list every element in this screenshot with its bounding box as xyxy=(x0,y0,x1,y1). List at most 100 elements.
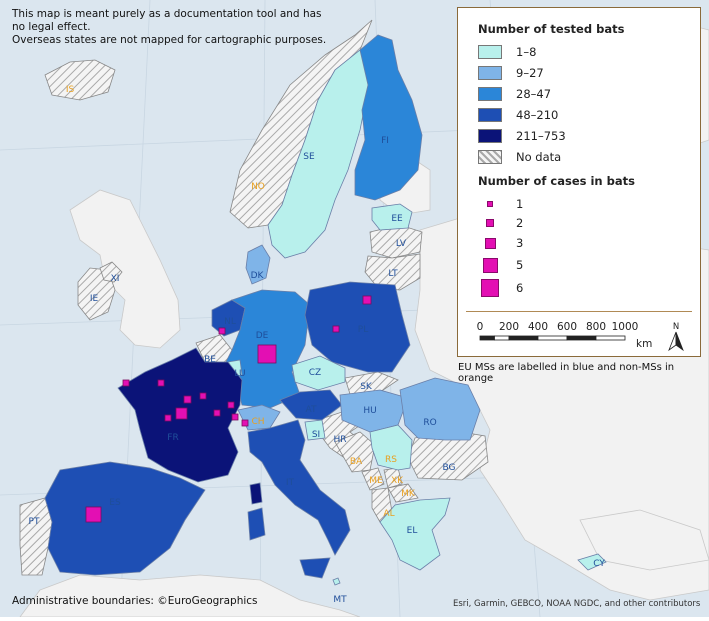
legend-swatch xyxy=(478,66,502,80)
label-MK: MK xyxy=(401,489,416,499)
label-XK: XK xyxy=(391,476,404,486)
legend-swatch xyxy=(478,129,502,143)
country-XI xyxy=(99,261,123,283)
label-MT: MT xyxy=(333,595,347,605)
label-IE: IE xyxy=(90,294,99,304)
country-ME xyxy=(361,467,385,491)
country-FI xyxy=(354,34,423,201)
legend-tested-class-1: 1–8 xyxy=(478,45,536,59)
label-IS: IS xyxy=(66,85,75,95)
label-EE: EE xyxy=(391,214,403,224)
legend-tested-class-2: 9–27 xyxy=(478,66,544,80)
disclaimer-line-2: no legal effect. xyxy=(12,21,91,33)
case-marker-FR xyxy=(231,413,239,421)
case-marker-FR xyxy=(227,401,235,409)
legend-marker-wrap xyxy=(478,237,502,249)
disclaimer-line-3: Overseas states are not mapped for carto… xyxy=(12,34,327,46)
label-SI: SI xyxy=(312,430,320,440)
label-RO: RO xyxy=(423,418,436,428)
north-label: N xyxy=(673,322,679,332)
case-marker-FR xyxy=(199,392,207,400)
country-IT-sardinia xyxy=(247,507,266,541)
country-RS xyxy=(369,424,413,471)
case-marker-PL xyxy=(332,325,340,333)
boundaries-credit: Administrative boundaries: ©EuroGeograph… xyxy=(12,595,258,607)
legend-marker-wrap xyxy=(478,201,502,207)
label-BG: BG xyxy=(443,463,456,473)
legend-cases-class-2: 2 xyxy=(478,216,523,230)
legend-swatch-hatched xyxy=(478,150,502,164)
legend-swatch xyxy=(478,45,502,59)
country-EL xyxy=(379,497,451,571)
legend-tested-class-3: 28–47 xyxy=(478,87,551,101)
label-CY: CY xyxy=(593,559,605,569)
legend-cases-class-1: 1 xyxy=(478,197,523,211)
label-LU: LU xyxy=(234,369,245,379)
legend-case-marker xyxy=(486,219,494,227)
legend-case-marker xyxy=(487,201,493,207)
legend-label: 5 xyxy=(516,258,524,272)
legend-panel: Number of tested bats 1–8 9–27 28–47 48–… xyxy=(457,7,701,357)
scale-bar: 0 200 400 600 800 1000 km N xyxy=(477,321,684,352)
label-ES: ES xyxy=(109,498,121,508)
case-marker-NL xyxy=(218,327,226,335)
country-IT-sicily xyxy=(299,557,331,579)
country-FR-corsica xyxy=(249,482,263,505)
label-SK: SK xyxy=(360,382,373,392)
legend-swatch xyxy=(478,87,502,101)
country-MT xyxy=(332,577,341,586)
country-RO xyxy=(399,377,481,441)
label-FI: FI xyxy=(381,136,389,146)
eu-label-note: EU MSs are labelled in blue and non-MSs … xyxy=(458,362,675,384)
country-CZ xyxy=(291,355,346,391)
country-SI xyxy=(304,419,326,441)
legend-tested-title: Number of tested bats xyxy=(478,22,625,36)
country-MK xyxy=(387,483,419,503)
case-marker-ES xyxy=(85,506,102,523)
case-marker-FR xyxy=(164,414,172,422)
country-IS xyxy=(44,59,116,101)
case-marker-FR xyxy=(213,409,221,417)
country-EE xyxy=(371,203,413,231)
disclaimer-line-1: This map is meant purely as a documentat… xyxy=(12,8,322,20)
cases-markers xyxy=(85,295,372,523)
legend-cases-class-5: 5 xyxy=(478,256,523,274)
scale-unit: km xyxy=(636,338,652,350)
scale-label-0: 0 xyxy=(477,321,484,333)
north-arrow-icon: N xyxy=(668,322,684,352)
legend-label: 48–210 xyxy=(516,108,559,122)
label-ME: ME xyxy=(369,476,383,486)
label-CH: CH xyxy=(251,417,264,427)
label-DK: DK xyxy=(251,271,265,281)
label-LT: LT xyxy=(388,269,398,279)
legend-no-data: No data xyxy=(478,150,561,164)
label-PT: PT xyxy=(29,517,40,527)
scale-label-200: 200 xyxy=(499,321,519,333)
legend-case-marker xyxy=(481,279,499,297)
label-HU: HU xyxy=(363,406,376,416)
legend-label: 3 xyxy=(516,236,524,250)
scale-label-600: 600 xyxy=(557,321,577,333)
label-BE: BE xyxy=(204,355,216,365)
legend-case-marker xyxy=(482,257,498,273)
legend-swatch xyxy=(478,108,502,122)
case-marker-FR xyxy=(183,395,192,404)
label-IT: IT xyxy=(286,478,295,488)
case-marker-FR xyxy=(122,379,130,387)
legend-case-marker xyxy=(484,237,496,249)
no-data-countries xyxy=(19,19,489,576)
legend-label: 2 xyxy=(516,216,524,230)
legend-cases-class-3: 3 xyxy=(478,235,523,251)
label-PL: PL xyxy=(358,325,368,335)
label-FR: FR xyxy=(167,433,178,443)
case-marker-PL xyxy=(362,295,372,305)
legend-tested-class-4: 48–210 xyxy=(478,108,558,122)
legend-label: 9–27 xyxy=(516,66,544,80)
legend-cases-title: Number of cases in bats xyxy=(478,174,635,188)
label-DE: DE xyxy=(256,331,269,341)
legend-tested-class-5: 211–753 xyxy=(478,129,566,143)
country-CY xyxy=(577,553,607,571)
label-RS: RS xyxy=(385,455,397,465)
legend-marker-wrap xyxy=(478,279,502,297)
case-marker-DE xyxy=(257,344,277,364)
